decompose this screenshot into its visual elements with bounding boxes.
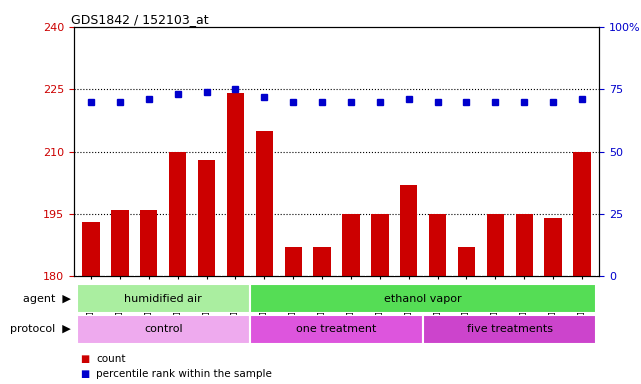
Bar — [140, 210, 158, 276]
Text: agent  ▶: agent ▶ — [22, 293, 71, 304]
Bar — [169, 152, 187, 276]
Text: GDS1842 / 152103_at: GDS1842 / 152103_at — [71, 13, 209, 26]
Bar — [544, 218, 562, 276]
Bar — [198, 160, 215, 276]
Bar — [313, 247, 331, 276]
Bar — [250, 315, 423, 344]
Text: five treatments: five treatments — [467, 324, 553, 334]
Bar — [371, 214, 388, 276]
Text: humidified air: humidified air — [124, 293, 202, 304]
Bar — [458, 247, 475, 276]
Bar — [573, 152, 590, 276]
Text: ■: ■ — [80, 369, 89, 379]
Text: percentile rank within the sample: percentile rank within the sample — [96, 369, 272, 379]
Text: count: count — [96, 354, 126, 364]
Bar — [423, 315, 596, 344]
Bar — [112, 210, 129, 276]
Bar — [256, 131, 273, 276]
Bar — [487, 214, 504, 276]
Bar — [77, 315, 250, 344]
Bar — [429, 214, 446, 276]
Text: ■: ■ — [80, 354, 89, 364]
Bar — [77, 284, 250, 313]
Bar — [227, 93, 244, 276]
Text: control: control — [144, 324, 183, 334]
Bar — [250, 284, 596, 313]
Bar — [400, 185, 417, 276]
Bar — [83, 222, 100, 276]
Bar — [515, 214, 533, 276]
Text: ethanol vapor: ethanol vapor — [385, 293, 462, 304]
Text: protocol  ▶: protocol ▶ — [10, 324, 71, 334]
Bar — [342, 214, 360, 276]
Bar — [285, 247, 302, 276]
Text: one treatment: one treatment — [296, 324, 377, 334]
